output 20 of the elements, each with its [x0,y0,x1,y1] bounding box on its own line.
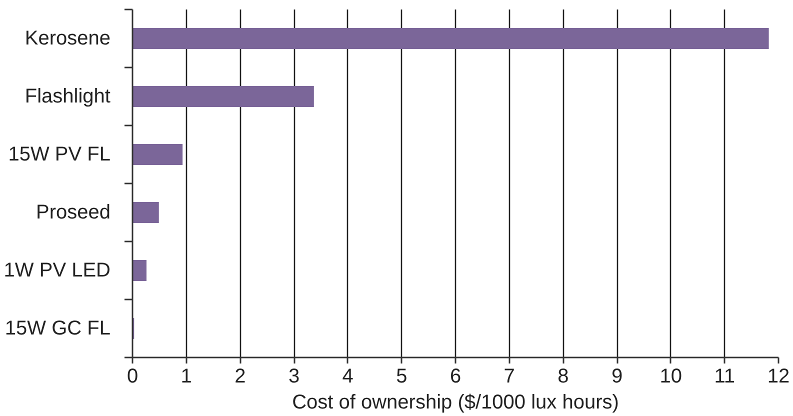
x-tick-label: 1 [180,366,192,388]
x-tick-label: 11 [714,366,736,388]
y-tick-label: Flashlight [24,86,111,108]
x-tick-label: 12 [767,366,790,388]
x-tick-label: 0 [126,366,138,388]
x-tick-label: 10 [660,366,682,388]
x-tick-label: 2 [234,366,246,388]
x-axis-title: Cost of ownership ($/1000 lux hours) [292,392,619,414]
x-tick-label: 8 [558,366,569,388]
x-tick-label: 7 [504,366,515,388]
x-tick-label: 9 [611,366,623,388]
x-tick-label: 3 [288,366,300,388]
y-tick-label: Kerosene [24,28,111,50]
y-tick-label: 1W PV LED [4,260,111,282]
x-tick-label: 6 [450,366,462,388]
x-tick-label: 5 [396,366,408,388]
y-tick-label: 15W PV FL [8,144,111,166]
y-tick-label: 15W GC FL [4,318,110,340]
y-tick-label: Proseed [36,202,111,224]
x-tick-label: 4 [342,366,354,388]
